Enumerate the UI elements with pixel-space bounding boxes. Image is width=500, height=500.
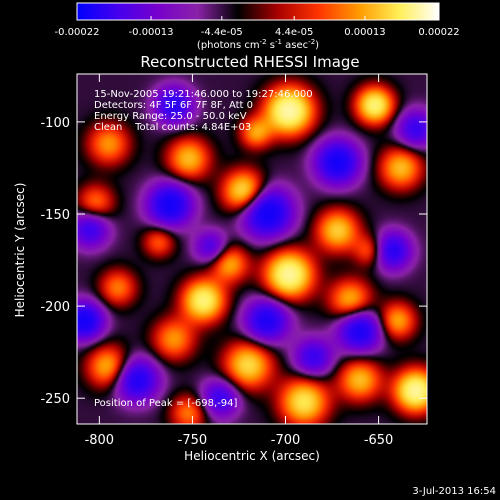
footer-date: 3-Jul-2013 16:54	[412, 486, 496, 497]
plot-area: -800 -750 -700 -650 -100 -150 -200 -250	[40, 73, 428, 448]
colorbar-tick-label: -0.00013	[129, 27, 174, 38]
annotation-time-range: 15-Nov-2005 19:21:46.000 to 19:27:46.000	[94, 89, 313, 100]
x-tick-label: -700	[271, 433, 301, 448]
y-tick-label: -200	[40, 300, 70, 315]
colorbar-tick-label: 0.00022	[418, 27, 459, 38]
x-tick-label: -650	[364, 433, 394, 448]
plot-frame	[76, 73, 428, 425]
annotation-peak-position: Position of Peak = [-698,-94]	[94, 398, 238, 409]
annotation-detectors: Detectors: 4F 5F 6F 7F 8F, Att 0	[94, 100, 253, 111]
colorbar-tick-label: -0.00022	[55, 27, 100, 38]
x-tick-label: -750	[178, 433, 208, 448]
colorbar-tick-label: -4.4e-05	[201, 27, 243, 38]
chart-title: Reconstructed RHESSI Image	[140, 53, 359, 71]
annotations: 15-Nov-2005 19:21:46.000 to 19:27:46.000…	[94, 89, 313, 409]
colorbar-units: (photons cm-2 s-1 asec-2)	[197, 38, 319, 51]
colorbar: -0.00022 -0.00013 -4.4e-05 4.4e-05 0.00013 0.…	[55, 2, 460, 51]
colorbar-frame	[76, 2, 440, 21]
x-axis: -800 -750 -700 -650	[85, 74, 394, 448]
heatmap-image	[77, 74, 427, 424]
colorbar-tick-label: 4.4e-05	[275, 27, 313, 38]
y-axis: -100 -150 -200 -250	[40, 116, 427, 407]
y-tick-label: -250	[40, 392, 70, 407]
colorbar-ticks: -0.00022 -0.00013 -4.4e-05 4.4e-05 0.00013 0.…	[55, 16, 460, 38]
y-axis-label: Heliocentric Y (arcsec)	[13, 183, 27, 318]
annotation-energy-range: Energy Range: 25.0 - 50.0 keV	[94, 111, 247, 122]
colorbar-gradient	[77, 3, 439, 20]
x-axis-label: Heliocentric X (arcsec)	[184, 449, 320, 463]
annotation-counts: Clean Total counts: 4.84E+03	[94, 122, 251, 133]
x-tick-label: -800	[85, 433, 115, 448]
y-tick-label: -100	[40, 116, 70, 131]
y-tick-label: -150	[40, 208, 70, 223]
colorbar-tick-label: 0.00013	[344, 27, 385, 38]
